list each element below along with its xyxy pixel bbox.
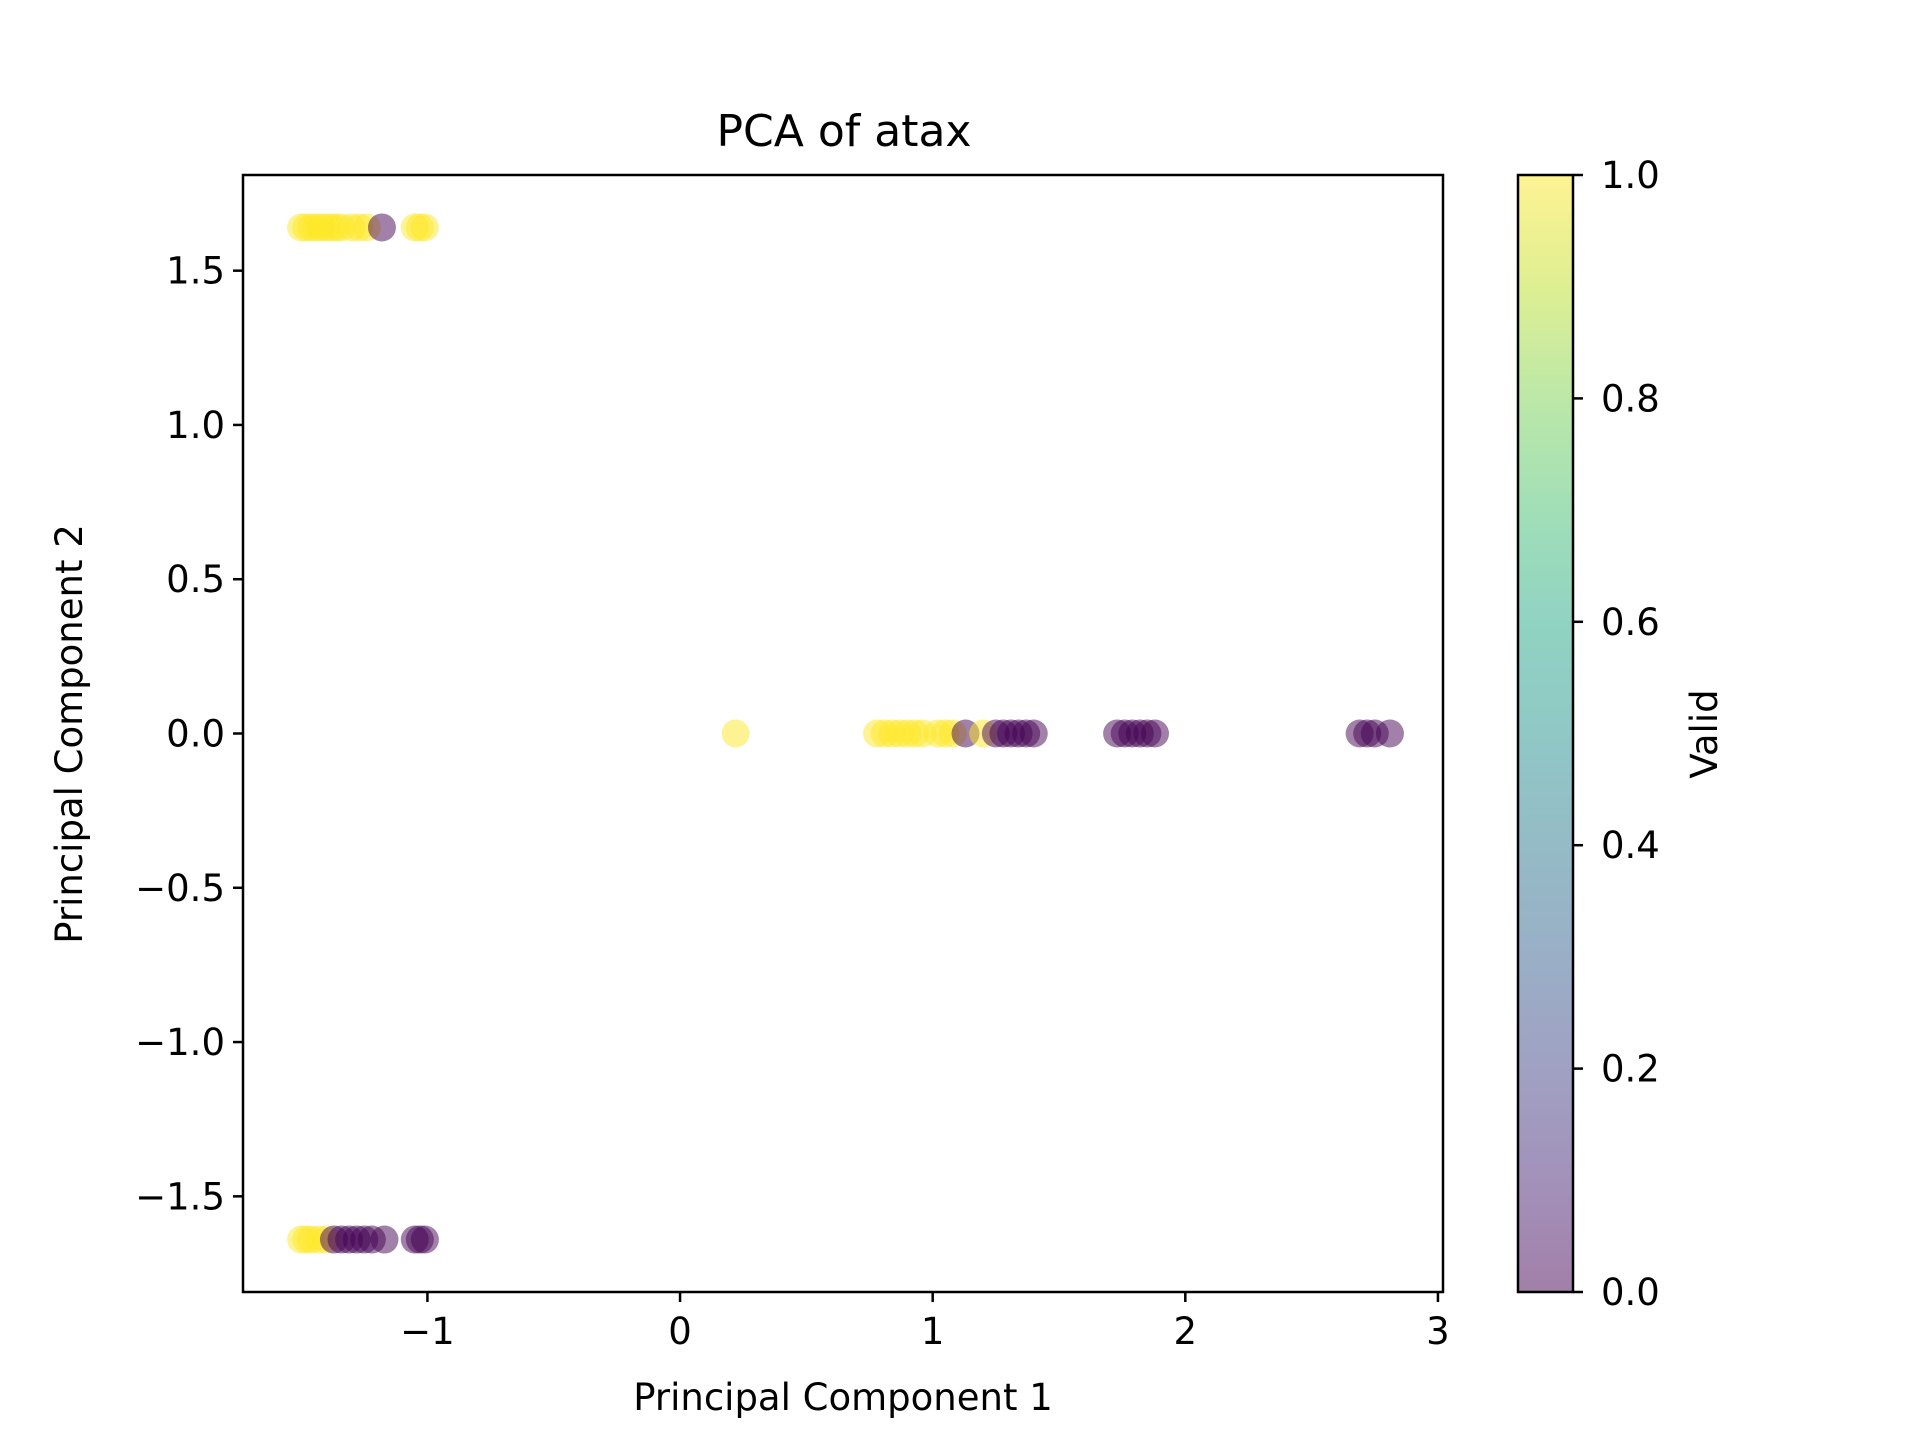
colorbar bbox=[1516, 173, 1575, 1294]
colorbar-tick-label: 0.6 bbox=[1601, 601, 1660, 644]
colorbar-label: Valid bbox=[1683, 689, 1726, 778]
colorbar-tick-label: 1.0 bbox=[1601, 154, 1660, 197]
x-tick-label: −1 bbox=[400, 1310, 455, 1353]
plot-frame bbox=[241, 173, 1445, 1294]
colorbar-tick-label: 0.0 bbox=[1601, 1271, 1660, 1314]
x-axis-ticks: −1 0 1 2 3 bbox=[400, 1292, 1450, 1353]
scatter-point bbox=[410, 1225, 439, 1254]
scatter-point bbox=[1375, 719, 1404, 748]
colorbar-tick-label: 0.2 bbox=[1601, 1048, 1660, 1091]
colorbar-tick-label: 0.8 bbox=[1601, 377, 1660, 420]
scatter-point bbox=[367, 213, 396, 242]
x-tick-label: 1 bbox=[921, 1310, 945, 1353]
y-axis-label: Principal Component 2 bbox=[48, 524, 91, 944]
y-tick-label: −1.0 bbox=[135, 1021, 225, 1064]
scatter-point bbox=[370, 1225, 399, 1254]
y-tick-label: 0.5 bbox=[166, 558, 225, 601]
x-tick-label: 3 bbox=[1426, 1310, 1450, 1353]
y-tick-label: 1.5 bbox=[166, 250, 225, 293]
y-tick-label: 1.0 bbox=[166, 404, 225, 447]
y-axis-ticks: −1.5 −1.0 −0.5 0.0 0.5 1.0 1.5 bbox=[135, 250, 243, 1218]
x-axis-label: Principal Component 1 bbox=[633, 1376, 1053, 1419]
colorbar-tick-label: 0.4 bbox=[1601, 824, 1660, 867]
chart-title: PCA of atax bbox=[717, 106, 972, 157]
y-tick-label: 0.0 bbox=[166, 713, 225, 756]
y-tick-label: −0.5 bbox=[135, 867, 225, 910]
scatter-point bbox=[721, 719, 750, 748]
y-tick-label: −1.5 bbox=[135, 1175, 225, 1218]
x-tick-label: 2 bbox=[1174, 1310, 1198, 1353]
scatter-point bbox=[410, 213, 439, 242]
x-tick-label: 0 bbox=[668, 1310, 692, 1353]
scatter-point bbox=[1141, 719, 1169, 748]
scatter-point bbox=[1019, 719, 1048, 748]
scatter-points bbox=[287, 213, 1404, 1254]
colorbar-ticks: 0.0 0.2 0.4 0.6 0.8 1.0 bbox=[1573, 154, 1660, 1314]
